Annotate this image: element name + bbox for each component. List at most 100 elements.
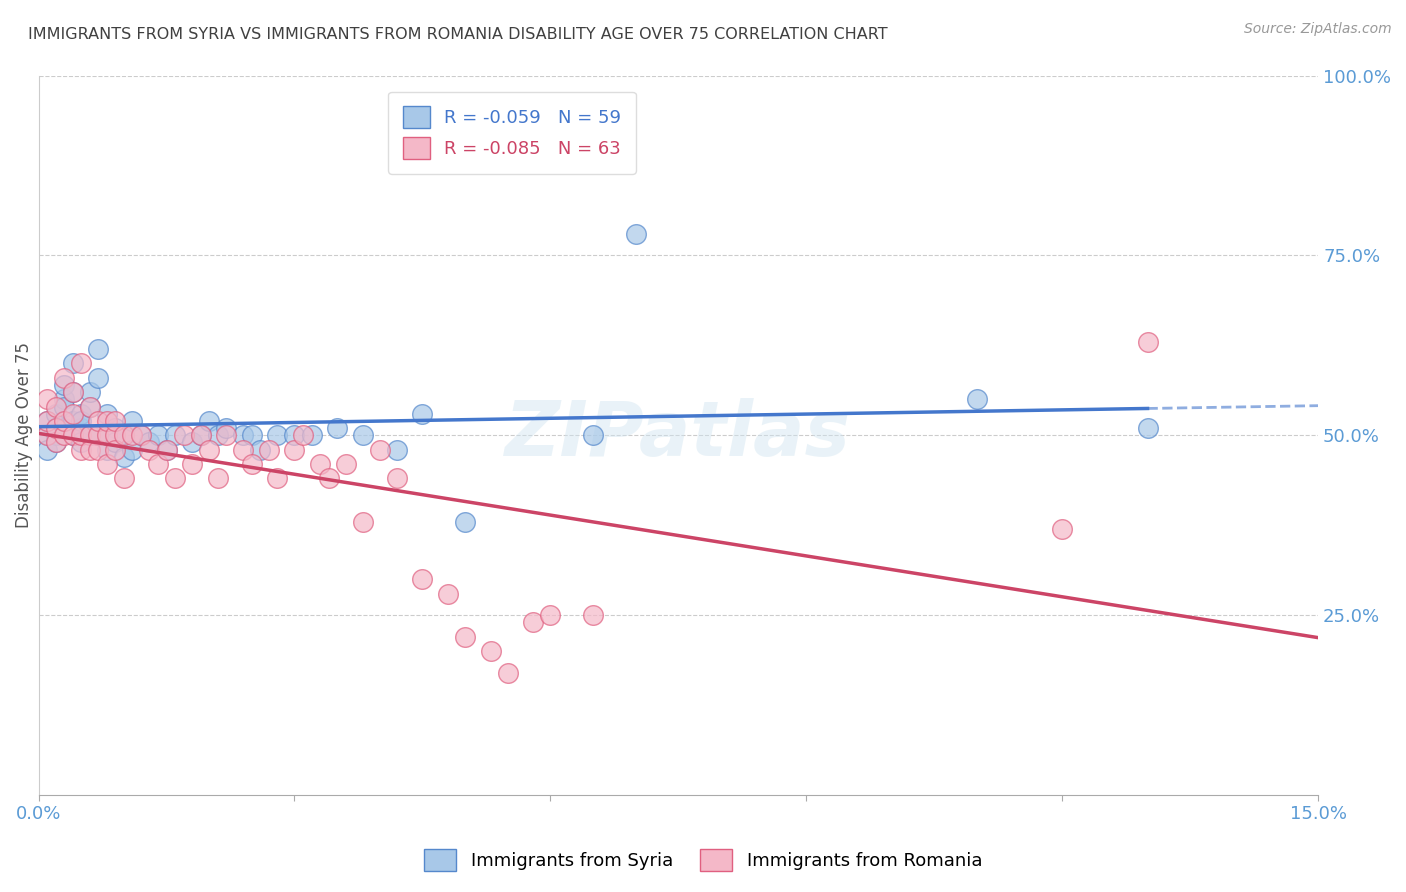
Point xyxy=(96,428,118,442)
Point xyxy=(266,471,288,485)
Point xyxy=(70,435,93,450)
Point xyxy=(181,457,204,471)
Point xyxy=(198,442,221,457)
Point xyxy=(53,400,76,414)
Point xyxy=(385,471,408,485)
Point xyxy=(454,630,477,644)
Point xyxy=(966,392,988,407)
Point xyxy=(70,414,93,428)
Point xyxy=(163,428,186,442)
Point xyxy=(35,442,58,457)
Point xyxy=(70,407,93,421)
Point xyxy=(112,428,135,442)
Point xyxy=(35,428,58,442)
Point xyxy=(138,442,160,457)
Point xyxy=(112,450,135,464)
Point xyxy=(454,515,477,529)
Point xyxy=(155,442,177,457)
Point xyxy=(190,428,212,442)
Point xyxy=(96,407,118,421)
Point xyxy=(437,586,460,600)
Point xyxy=(96,414,118,428)
Point xyxy=(45,435,67,450)
Point xyxy=(79,428,101,442)
Point xyxy=(190,428,212,442)
Point xyxy=(62,385,84,400)
Point xyxy=(240,428,263,442)
Point xyxy=(53,370,76,384)
Point xyxy=(112,428,135,442)
Point xyxy=(62,407,84,421)
Point xyxy=(35,392,58,407)
Point xyxy=(232,428,254,442)
Point xyxy=(45,428,67,442)
Point xyxy=(538,608,561,623)
Point xyxy=(257,442,280,457)
Point xyxy=(87,428,110,442)
Point xyxy=(1050,522,1073,536)
Point xyxy=(207,471,229,485)
Point xyxy=(198,414,221,428)
Text: Source: ZipAtlas.com: Source: ZipAtlas.com xyxy=(1244,22,1392,37)
Point xyxy=(45,400,67,414)
Point xyxy=(79,400,101,414)
Point xyxy=(53,414,76,428)
Point xyxy=(207,428,229,442)
Point xyxy=(62,356,84,370)
Point xyxy=(104,435,127,450)
Point xyxy=(301,428,323,442)
Point xyxy=(79,428,101,442)
Point xyxy=(70,356,93,370)
Point xyxy=(35,414,58,428)
Point xyxy=(53,428,76,442)
Point xyxy=(479,644,502,658)
Point xyxy=(45,407,67,421)
Point xyxy=(240,457,263,471)
Point xyxy=(411,572,433,586)
Point xyxy=(352,515,374,529)
Point xyxy=(104,421,127,435)
Point xyxy=(53,421,76,435)
Point xyxy=(62,428,84,442)
Point xyxy=(53,392,76,407)
Point xyxy=(522,615,544,630)
Point xyxy=(53,378,76,392)
Point xyxy=(352,428,374,442)
Legend: R = -0.059   N = 59, R = -0.085   N = 63: R = -0.059 N = 59, R = -0.085 N = 63 xyxy=(388,92,636,174)
Point xyxy=(62,414,84,428)
Point xyxy=(138,435,160,450)
Point xyxy=(266,428,288,442)
Point xyxy=(104,428,127,442)
Point xyxy=(87,442,110,457)
Point xyxy=(121,428,143,442)
Point xyxy=(87,428,110,442)
Point xyxy=(283,442,305,457)
Point xyxy=(121,414,143,428)
Point xyxy=(283,428,305,442)
Point xyxy=(155,442,177,457)
Point xyxy=(121,442,143,457)
Point xyxy=(292,428,315,442)
Point xyxy=(79,442,101,457)
Text: IMMIGRANTS FROM SYRIA VS IMMIGRANTS FROM ROMANIA DISABILITY AGE OVER 75 CORRELAT: IMMIGRANTS FROM SYRIA VS IMMIGRANTS FROM… xyxy=(28,27,887,42)
Point xyxy=(87,370,110,384)
Point xyxy=(87,414,110,428)
Point xyxy=(45,421,67,435)
Point xyxy=(87,342,110,356)
Point xyxy=(368,442,391,457)
Point xyxy=(62,385,84,400)
Point xyxy=(45,421,67,435)
Point xyxy=(96,457,118,471)
Point xyxy=(146,457,169,471)
Point xyxy=(215,421,238,435)
Point xyxy=(411,407,433,421)
Point xyxy=(104,414,127,428)
Point xyxy=(163,471,186,485)
Point xyxy=(309,457,332,471)
Point xyxy=(232,442,254,457)
Point xyxy=(1136,421,1159,435)
Point xyxy=(35,428,58,442)
Point xyxy=(146,428,169,442)
Point xyxy=(582,428,605,442)
Point xyxy=(496,665,519,680)
